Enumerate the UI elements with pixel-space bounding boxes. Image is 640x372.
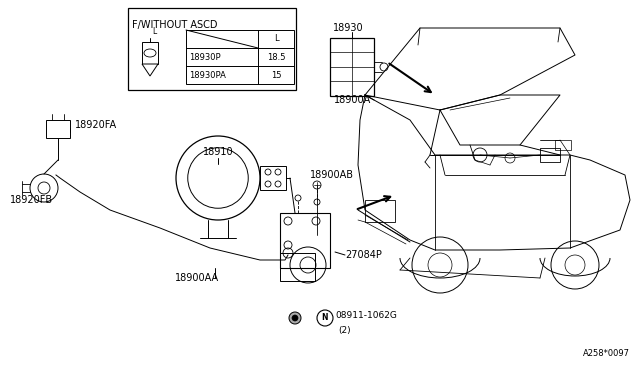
- Text: F/WITHOUT ASCD: F/WITHOUT ASCD: [132, 20, 218, 30]
- Bar: [46, 120, 70, 138]
- Polygon shape: [142, 64, 158, 76]
- Bar: [128, 8, 296, 90]
- Bar: [142, 42, 158, 64]
- Bar: [555, 140, 571, 150]
- Text: L: L: [152, 27, 156, 36]
- Bar: [280, 213, 330, 268]
- Bar: [365, 200, 395, 222]
- Text: 18930: 18930: [333, 23, 364, 33]
- Text: 08911-1062G: 08911-1062G: [335, 311, 397, 321]
- Text: A258*0097: A258*0097: [583, 349, 630, 358]
- Text: 18900A: 18900A: [334, 95, 371, 105]
- Text: 18.5: 18.5: [267, 52, 285, 61]
- Bar: [280, 253, 315, 281]
- Text: 18930PA: 18930PA: [189, 71, 226, 80]
- Text: 15: 15: [271, 71, 281, 80]
- Text: 18900AA: 18900AA: [175, 273, 219, 283]
- Circle shape: [289, 312, 301, 324]
- Text: 27084P: 27084P: [345, 250, 382, 260]
- Text: 18920FB: 18920FB: [10, 195, 53, 205]
- Text: 18900AB: 18900AB: [310, 170, 354, 180]
- Bar: [330, 38, 374, 96]
- Text: 18910: 18910: [203, 147, 234, 157]
- Text: N: N: [322, 314, 328, 323]
- Text: 18930P: 18930P: [189, 52, 221, 61]
- Bar: [540, 148, 560, 162]
- Bar: [186, 30, 294, 84]
- Bar: [260, 166, 286, 190]
- Text: L: L: [274, 33, 278, 42]
- Text: 18920FA: 18920FA: [75, 120, 117, 130]
- Circle shape: [292, 315, 298, 321]
- Text: (2): (2): [338, 326, 351, 334]
